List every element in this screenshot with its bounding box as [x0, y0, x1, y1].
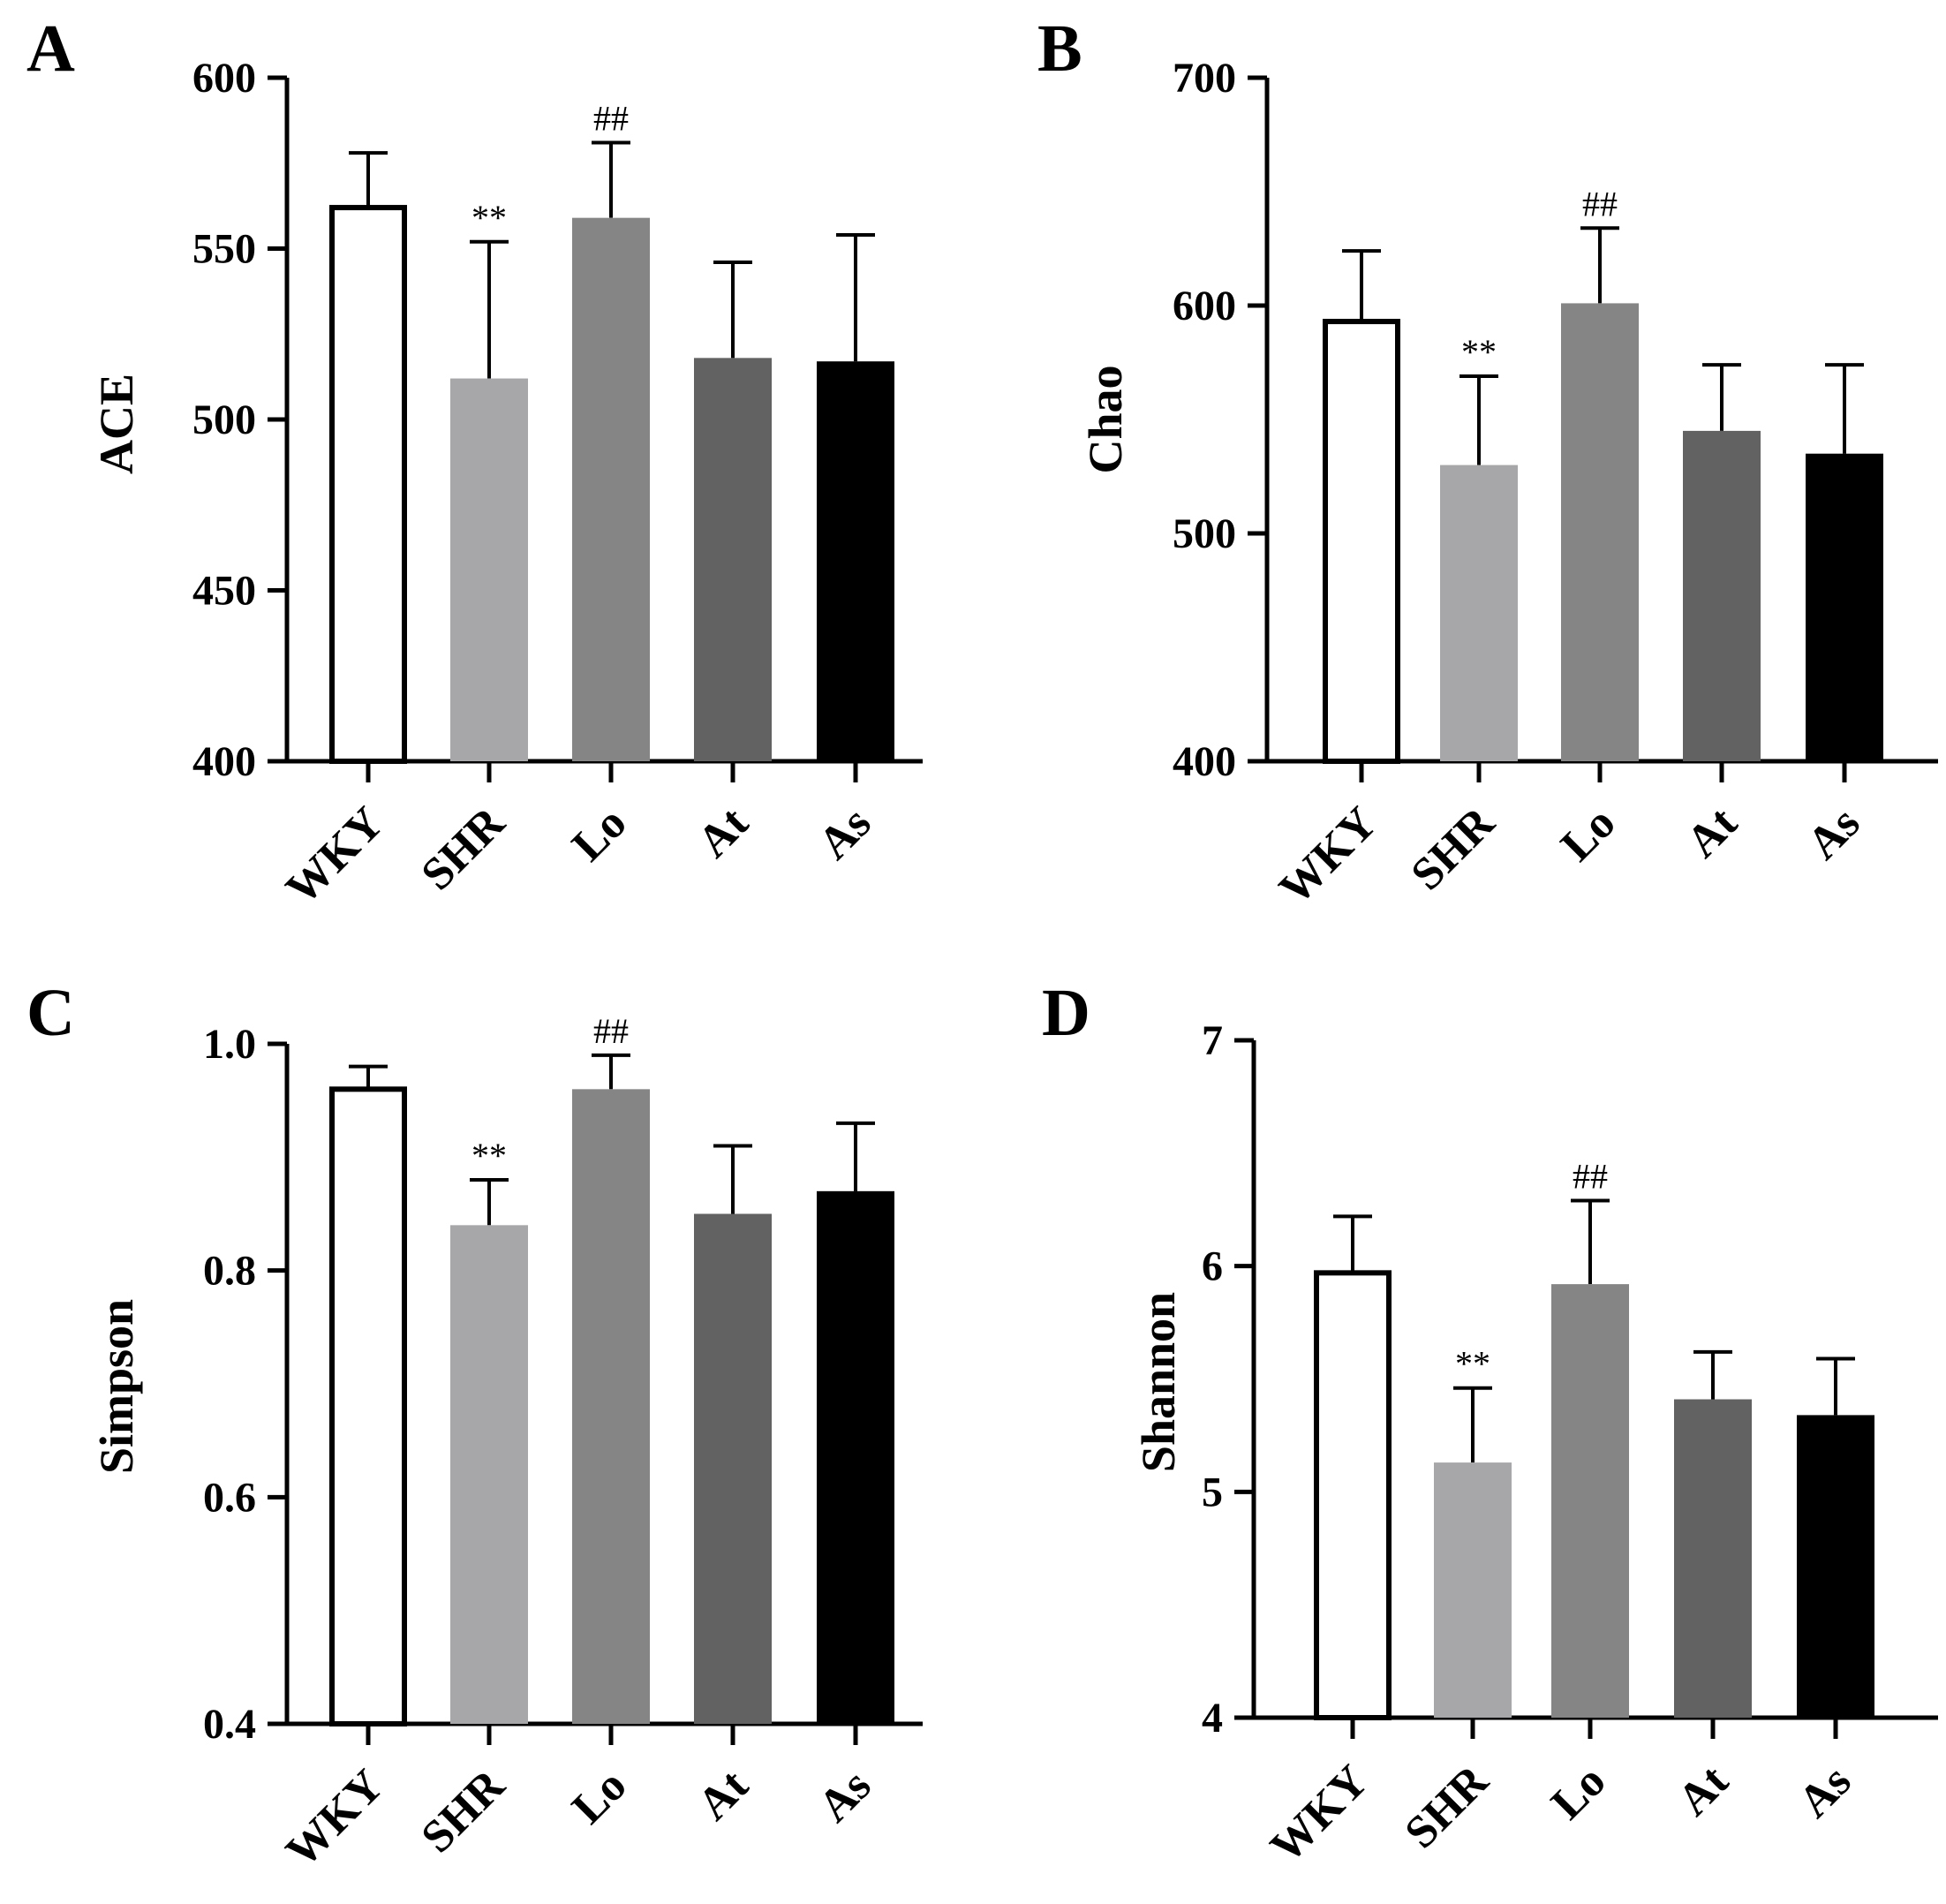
- bar-a-lo: [572, 217, 650, 762]
- x-tick-label-c-at: At: [688, 1760, 758, 1831]
- y-tick-label-b: 400: [1173, 738, 1236, 785]
- bar-a-wky: [329, 205, 407, 764]
- x-tick-label-a-at: At: [688, 797, 758, 868]
- bar-d-as: [1797, 1415, 1874, 1718]
- x-tick-label-d-wky: WKY: [1261, 1756, 1377, 1872]
- y-tick-label-b: 700: [1173, 55, 1236, 102]
- panel-label-a: A: [26, 11, 75, 86]
- x-tick-label-b-as: As: [1798, 797, 1869, 869]
- y-tick-label-c: 0.6: [203, 1474, 256, 1521]
- significance-mark-a-lo: ##: [593, 99, 629, 139]
- significance-mark-b-lo: ##: [1582, 184, 1618, 223]
- bar-b-wky: [1323, 319, 1400, 764]
- y-tick-label-d: 4: [1202, 1695, 1223, 1742]
- y-tick-label-c: 1.0: [203, 1021, 256, 1068]
- panel-d: D Shannon 4 5 6 7 WKY SHR ** Lo ## At As: [1042, 976, 1938, 1872]
- y-tick-label-d: 6: [1202, 1243, 1223, 1290]
- y-tick-label-a: 500: [192, 397, 256, 443]
- panel-a: A ACE 400 450 500 550 600 WKY SHR ** Lo ## At As: [26, 11, 923, 914]
- bar-c-lo: [572, 1089, 650, 1724]
- panel-label-d: D: [1042, 976, 1090, 1050]
- panel-label-c: C: [26, 976, 75, 1050]
- y-tick-label-c: 0.4: [203, 1701, 256, 1748]
- y-tick-label-a: 600: [192, 55, 256, 102]
- bar-d-lo: [1551, 1284, 1629, 1718]
- x-tick-label-b-shr: SHR: [1402, 797, 1505, 900]
- bar-c-shr: [450, 1225, 528, 1724]
- panel-label-b: B: [1037, 11, 1082, 86]
- significance-mark-b-shr: **: [1461, 332, 1497, 372]
- bar-d-shr: [1434, 1462, 1512, 1718]
- bar-d-wky: [1314, 1270, 1392, 1720]
- bar-a-at: [694, 358, 772, 761]
- y-axis-label-b: Chao: [1079, 365, 1132, 473]
- bar-c-as: [817, 1190, 894, 1724]
- bar-a-shr: [450, 378, 528, 761]
- x-tick-label-c-wky: WKY: [276, 1760, 393, 1877]
- x-tick-label-c-as: As: [809, 1760, 880, 1832]
- x-tick-label-d-at: At: [1668, 1756, 1739, 1826]
- x-tick-label-a-lo: Lo: [562, 797, 636, 871]
- y-axis-label-d: Shannon: [1132, 1292, 1185, 1472]
- y-axis-label-c: Simpson: [90, 1299, 143, 1474]
- bar-b-as: [1806, 453, 1883, 761]
- x-tick-label-b-lo: Lo: [1551, 797, 1625, 871]
- y-tick-label-a: 400: [192, 738, 256, 785]
- bar-b-lo: [1561, 303, 1639, 761]
- y-tick-label-a: 450: [192, 568, 256, 615]
- bar-d-at: [1674, 1399, 1752, 1718]
- x-tick-label-d-shr: SHR: [1396, 1755, 1499, 1858]
- bar-c-wky: [329, 1086, 407, 1727]
- y-tick-label-d: 7: [1202, 1017, 1223, 1064]
- x-tick-label-d-as: As: [1789, 1756, 1860, 1827]
- bar-b-shr: [1440, 465, 1518, 761]
- x-tick-label-c-shr: SHR: [412, 1759, 516, 1862]
- x-tick-label-b-at: At: [1677, 797, 1747, 868]
- x-tick-label-a-as: As: [809, 797, 880, 869]
- y-tick-label-c: 0.8: [203, 1248, 256, 1295]
- x-tick-label-a-wky: WKY: [276, 797, 393, 914]
- bar-a-as: [817, 361, 894, 761]
- bar-b-at: [1683, 430, 1761, 761]
- x-tick-label-d-lo: Lo: [1542, 1756, 1615, 1829]
- x-tick-label-b-wky: WKY: [1270, 797, 1386, 914]
- significance-mark-d-lo: ##: [1573, 1157, 1608, 1197]
- x-tick-label-a-shr: SHR: [412, 797, 516, 900]
- y-tick-label-b: 600: [1173, 283, 1236, 329]
- significance-mark-d-shr: **: [1455, 1344, 1490, 1384]
- bar-c-at: [694, 1213, 772, 1724]
- y-tick-label-b: 500: [1173, 510, 1236, 557]
- y-axis-label-a: ACE: [90, 374, 143, 474]
- y-tick-label-d: 5: [1202, 1469, 1223, 1515]
- significance-mark-a-shr: **: [471, 198, 507, 238]
- panel-c: C Simpson 0.4 0.6 0.8 1.0 WKY SHR ** Lo ## At As: [26, 976, 923, 1877]
- significance-mark-c-lo: ##: [593, 1011, 629, 1051]
- significance-mark-c-shr: **: [471, 1136, 507, 1175]
- x-tick-label-c-lo: Lo: [562, 1760, 636, 1833]
- y-tick-label-a: 550: [192, 226, 256, 273]
- panel-b: B Chao 400 500 600 700 WKY SHR ** Lo ## At As: [1037, 11, 1938, 914]
